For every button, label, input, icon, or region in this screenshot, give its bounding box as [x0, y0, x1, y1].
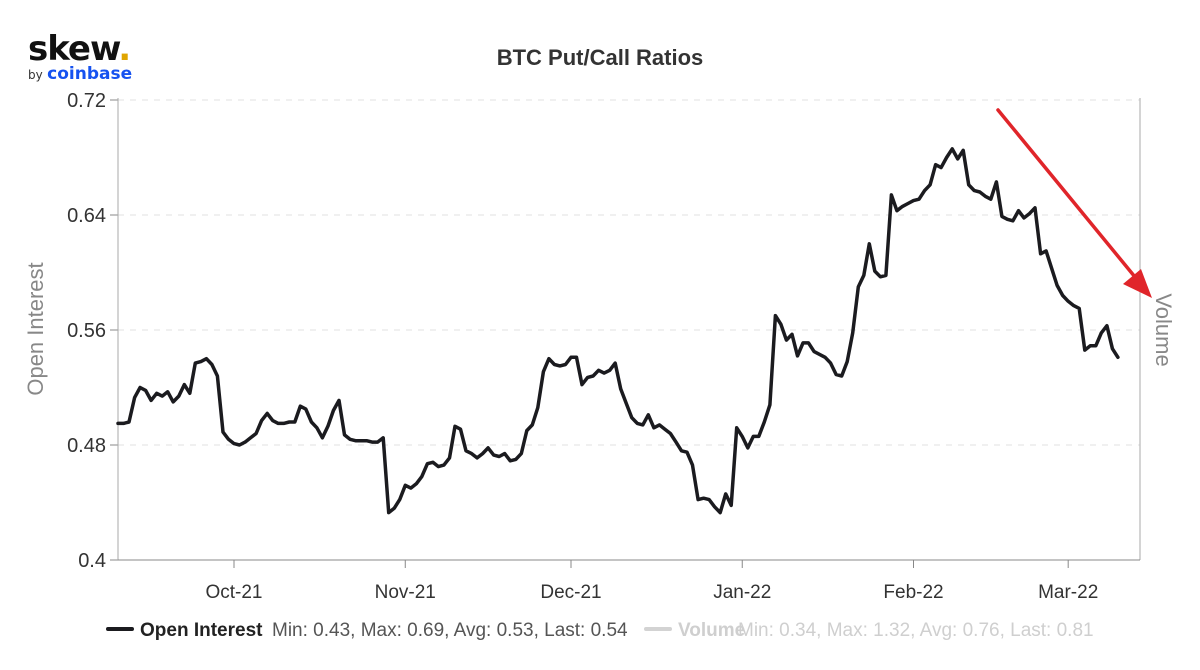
y-tick-label: 0.56: [67, 320, 106, 342]
y-axis-title: Open Interest: [23, 262, 48, 395]
legend-stats-volume: Min: 0.34, Max: 1.32, Avg: 0.76, Last: 0…: [738, 620, 1094, 641]
legend-label-volume: Volume: [678, 620, 745, 641]
y-tick-label: 0.72: [67, 90, 106, 112]
x-tick-label: Dec-21: [540, 582, 601, 603]
legend-stats-open-interest: Min: 0.43, Max: 0.69, Avg: 0.53, Last: 0…: [272, 620, 628, 641]
annotation-arrow-head: [1123, 269, 1152, 298]
brand-parent: coinbase: [47, 64, 133, 84]
skew-logo: skew. by coinbase: [28, 32, 132, 84]
brand-dot: .: [118, 29, 131, 69]
y-tick-label: 0.64: [67, 205, 106, 227]
x-tick-label: Nov-21: [375, 582, 436, 603]
brand-name: skew: [28, 29, 119, 69]
x-tick-label: Jan-22: [713, 582, 771, 603]
y-tick-label: 0.4: [78, 550, 106, 572]
x-tick-label: Oct-21: [205, 582, 262, 603]
series-line-open-interest: [116, 147, 1120, 515]
legend-label-open-interest: Open Interest: [140, 620, 263, 641]
brand-by: by: [28, 68, 43, 82]
y-tick-label: 0.48: [67, 435, 106, 457]
annotation-arrow-shaft: [996, 108, 1137, 279]
x-tick-label: Feb-22: [883, 582, 943, 603]
chart-title: BTC Put/Call Ratios: [496, 45, 704, 70]
x-tick-label: Mar-22: [1038, 582, 1098, 603]
y2-axis-title: Volume: [1151, 293, 1176, 366]
